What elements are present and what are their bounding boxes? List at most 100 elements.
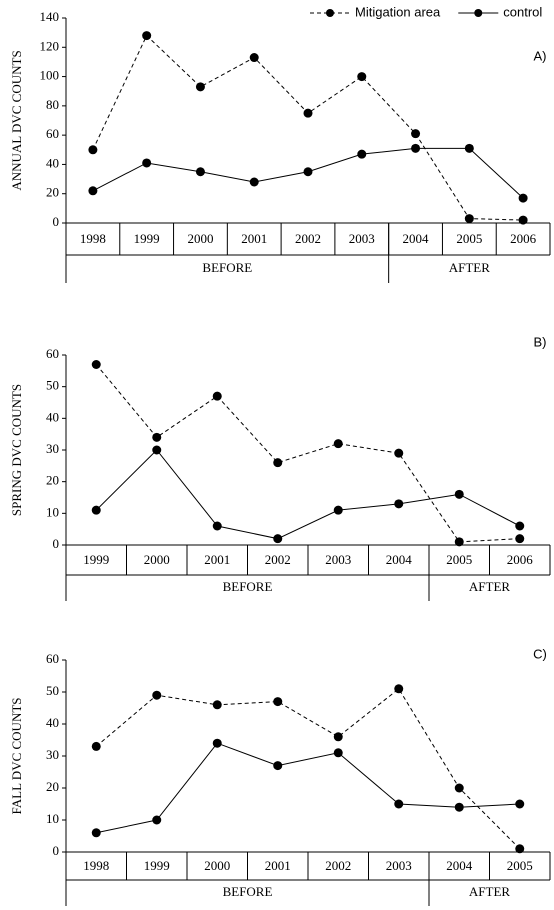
series-line (95, 688, 521, 850)
x-tick-label: 1998 (83, 858, 109, 873)
y-tick-label: 50 (46, 378, 59, 393)
y-tick-label: 40 (46, 409, 59, 424)
y-tick-label: 0 (53, 843, 60, 858)
data-point (212, 521, 222, 531)
y-tick-label: 60 (46, 651, 59, 666)
data-point (273, 761, 283, 771)
data-point (411, 129, 421, 139)
y-axis-title: FALL DVC COUNTS (9, 697, 24, 814)
y-tick-label: 20 (46, 779, 59, 794)
data-point (152, 432, 162, 442)
data-point (454, 783, 464, 793)
x-tick-label: 2001 (204, 552, 230, 567)
data-point (394, 499, 404, 509)
x-tick-label: 2004 (403, 231, 430, 246)
data-point (91, 741, 101, 751)
x-tick-label: 2002 (265, 552, 291, 567)
y-tick-label: 20 (46, 473, 59, 488)
x-tick-label: 1999 (144, 858, 170, 873)
x-tick-label: 2006 (507, 552, 534, 567)
legend-label: Mitigation area (355, 4, 441, 19)
panel-label: C) (533, 646, 547, 661)
x-tick-label: 2003 (349, 231, 375, 246)
data-point (464, 143, 474, 153)
y-tick-label: 30 (46, 441, 59, 456)
data-point (515, 844, 525, 854)
data-point (333, 748, 343, 758)
y-tick-label: 0 (53, 214, 60, 229)
data-point (454, 802, 464, 812)
data-point (142, 31, 152, 41)
y-tick-label: 60 (46, 126, 59, 141)
x-tick-label: 2005 (446, 552, 472, 567)
panel-label: B) (534, 334, 547, 349)
y-axis-title: SPRING DVC COUNTS (9, 384, 24, 516)
x-tick-label: 2001 (265, 858, 291, 873)
y-tick-label: 0 (53, 536, 60, 551)
group-label: AFTER (469, 884, 511, 899)
y-tick-label: 120 (40, 38, 60, 53)
data-point (142, 158, 152, 168)
group-label: BEFORE (202, 260, 252, 275)
y-tick-label: 20 (46, 185, 59, 200)
x-tick-label: 2001 (241, 231, 267, 246)
data-point (515, 799, 525, 809)
group-label: AFTER (449, 260, 491, 275)
data-point (212, 700, 222, 710)
x-tick-label: 2006 (510, 231, 537, 246)
x-tick-label: 1998 (80, 231, 106, 246)
x-tick-label: 2005 (507, 858, 533, 873)
x-tick-label: 2004 (446, 858, 473, 873)
data-point (303, 108, 313, 118)
data-point (394, 448, 404, 458)
data-point (152, 445, 162, 455)
x-tick-label: 2002 (295, 231, 321, 246)
data-point (333, 732, 343, 742)
series-line (92, 34, 524, 221)
data-point (91, 505, 101, 515)
data-point (357, 72, 367, 82)
data-point (88, 186, 98, 196)
series-line (95, 364, 520, 543)
data-point (212, 738, 222, 748)
data-point (357, 149, 367, 159)
data-point (333, 505, 343, 515)
y-tick-label: 30 (46, 747, 59, 762)
y-tick-label: 80 (46, 97, 59, 112)
x-tick-label: 2005 (456, 231, 482, 246)
group-label: BEFORE (223, 579, 273, 594)
legend-marker (326, 9, 334, 17)
group-label: AFTER (469, 579, 511, 594)
data-point (91, 360, 101, 369)
data-point (88, 145, 98, 155)
data-point (518, 215, 528, 225)
series-line (96, 742, 520, 834)
x-tick-label: 2003 (386, 858, 412, 873)
data-point (518, 193, 528, 203)
data-point (273, 534, 283, 544)
data-point (273, 458, 283, 468)
y-tick-label: 60 (46, 346, 59, 361)
y-tick-label: 10 (46, 504, 59, 519)
y-tick-label: 40 (46, 155, 59, 170)
y-axis-title: ANNUAL DVC COUNTS (9, 50, 24, 190)
x-tick-label: 1999 (134, 231, 160, 246)
x-tick-label: 2000 (144, 552, 170, 567)
data-point (91, 828, 101, 838)
data-point (454, 537, 464, 547)
data-point (195, 167, 205, 177)
x-tick-label: 2003 (325, 552, 351, 567)
series-line (95, 449, 520, 540)
y-tick-label: 50 (46, 683, 59, 698)
data-point (212, 391, 222, 401)
y-tick-label: 10 (46, 811, 59, 826)
data-point (515, 534, 525, 544)
x-tick-label: 2000 (204, 858, 230, 873)
y-tick-label: 100 (40, 68, 60, 83)
data-point (273, 697, 283, 707)
data-point (249, 177, 259, 187)
legend-label: control (503, 4, 542, 19)
data-point (515, 521, 525, 531)
data-point (411, 143, 421, 153)
